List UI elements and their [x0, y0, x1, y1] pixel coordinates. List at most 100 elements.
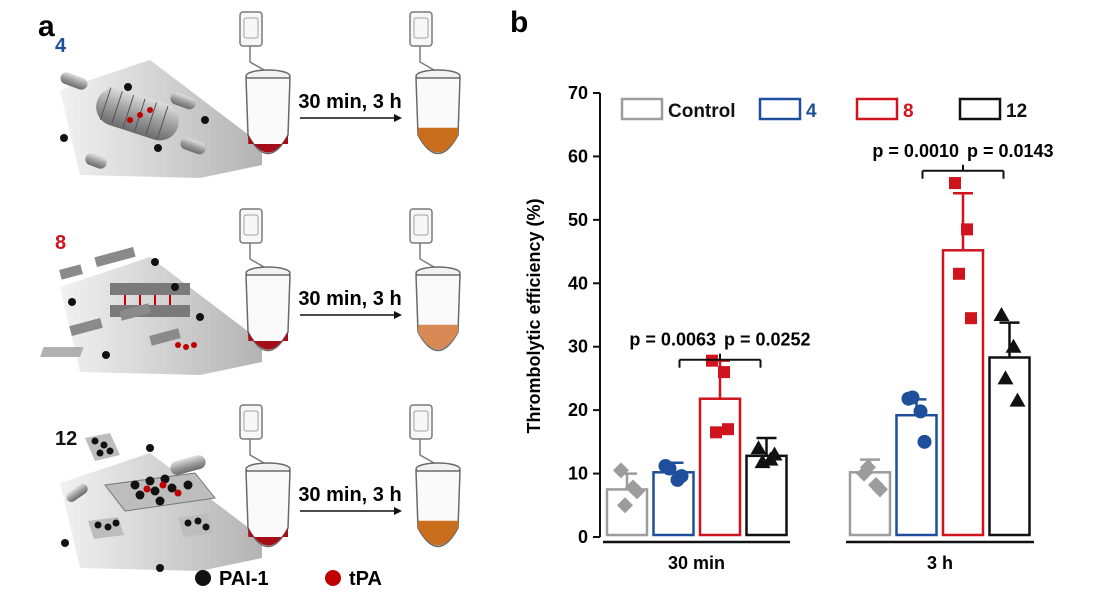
pai1-dot — [96, 449, 104, 457]
tpa-dot — [143, 485, 151, 493]
chart-legend: Control 4 8 12 — [620, 97, 1027, 122]
tpa-dot — [174, 489, 182, 497]
eppendorf-before — [239, 11, 291, 155]
tube-lid — [409, 208, 433, 244]
tube-lid — [409, 11, 433, 47]
pai1-dot — [154, 144, 162, 152]
pai1-dot — [194, 517, 202, 525]
tube-stripe — [122, 94, 135, 128]
tube-lid — [239, 404, 263, 440]
pai1-dot — [68, 298, 76, 306]
tube-liquid — [248, 528, 288, 546]
pai1-dot — [183, 480, 193, 490]
tube-hinge — [249, 243, 265, 268]
reaction-arrow-head — [394, 311, 402, 319]
sandwich-top — [110, 283, 190, 295]
tube-lid-inner — [243, 17, 259, 39]
tpa-dot — [183, 344, 189, 350]
point-4 — [674, 469, 689, 484]
panel-a-row-3: 12 30 min, 3 h — [55, 404, 461, 572]
point-8 — [710, 426, 722, 439]
point-12 — [750, 440, 767, 455]
magnification-beam — [60, 453, 262, 571]
point-8 — [722, 423, 734, 436]
panel-a-row-1: 4 30 min, 3 h — [55, 11, 461, 178]
p-value-label: p = 0.0010 — [872, 141, 959, 161]
small-tube — [60, 72, 88, 90]
pai1-dot — [112, 519, 120, 527]
y-tick-label: 10 — [568, 464, 588, 484]
pai1-dot — [167, 483, 177, 493]
point-12 — [997, 370, 1014, 385]
eppendorf-before — [239, 404, 291, 548]
small-sandwich — [94, 246, 136, 268]
pai1-dot — [196, 313, 204, 321]
p-value-label: p = 0.0063 — [629, 330, 716, 350]
mini-sheet — [40, 347, 84, 357]
legend-swatch-4 — [758, 97, 802, 121]
point-8 — [718, 366, 730, 379]
pai1-dot — [102, 351, 110, 359]
tube-lid — [409, 404, 433, 440]
condition-label: 30 min, 3 h — [298, 91, 401, 113]
legend-swatch-12 — [958, 97, 1002, 121]
point-8 — [961, 223, 973, 236]
tube-lid-inner — [243, 410, 259, 432]
small-sandwich — [59, 264, 83, 280]
legend-label-12: 12 — [1006, 101, 1027, 122]
y-tick-label: 40 — [568, 273, 588, 293]
point-Control — [860, 459, 876, 476]
tube-stripe — [99, 87, 112, 121]
point-4 — [662, 461, 677, 476]
tube-lid — [239, 11, 263, 47]
pai1-dot — [91, 437, 99, 445]
pai1-dot — [155, 496, 165, 506]
point-12 — [1005, 338, 1022, 353]
pai1-dot — [130, 480, 140, 490]
pai1-dot — [135, 490, 145, 500]
point-4 — [917, 434, 932, 449]
y-tick-label: 20 — [568, 400, 588, 420]
panel-b-letter: b — [510, 6, 528, 39]
tube-lid-inner — [243, 214, 259, 236]
pai1-dot — [104, 523, 112, 531]
chart-annotations: p = 0.0063 p = 0.0252 p = 0.0010 p = 0.0143 — [629, 141, 1054, 368]
eppendorf-before — [239, 208, 291, 352]
small-sandwich — [69, 318, 103, 336]
legend-label-8: 8 — [903, 101, 914, 122]
point-8 — [949, 177, 961, 190]
p-value-label: p = 0.0143 — [967, 141, 1054, 161]
y-tick-label: 60 — [568, 146, 588, 166]
pai1-dot — [106, 447, 114, 455]
row-label: 8 — [55, 232, 66, 254]
bar-Control-30 min — [605, 488, 649, 537]
panel-a-legend: PAI-1 tPA — [195, 568, 382, 590]
pai1-legend-marker — [195, 570, 211, 586]
legend-label-Control: Control — [668, 101, 736, 122]
row-label: 12 — [55, 428, 77, 450]
small-sandwich — [149, 328, 181, 346]
eppendorf-after — [409, 208, 461, 352]
pai1-dot — [61, 539, 69, 547]
tpa-dot — [137, 112, 143, 118]
tube-liquid — [418, 324, 458, 350]
pai1-dot — [156, 564, 164, 572]
legend-label-4: 4 — [806, 101, 817, 122]
y-tick-label: 70 — [568, 83, 588, 103]
p-value-label: p = 0.0252 — [724, 330, 811, 350]
chart-axes: 0 10 20 30 40 50 60 70 30 min 3 h — [568, 83, 1034, 573]
tube-stripe — [111, 91, 123, 124]
reaction-arrow-head — [394, 114, 402, 122]
tube-lid-inner — [413, 17, 429, 39]
y-tick-label: 0 — [578, 527, 588, 547]
point-12 — [766, 446, 783, 461]
tpa-dot — [191, 342, 197, 348]
small-tube — [85, 153, 107, 169]
pai1-dot — [171, 283, 179, 291]
small-tube — [170, 92, 196, 110]
small-tube — [66, 483, 88, 503]
bar-4-3 h — [895, 413, 938, 537]
y-axis-label: Thrombolytic efficiency (%) — [524, 198, 544, 433]
condition-label: 30 min, 3 h — [298, 484, 401, 506]
pai1-dot — [124, 83, 132, 91]
